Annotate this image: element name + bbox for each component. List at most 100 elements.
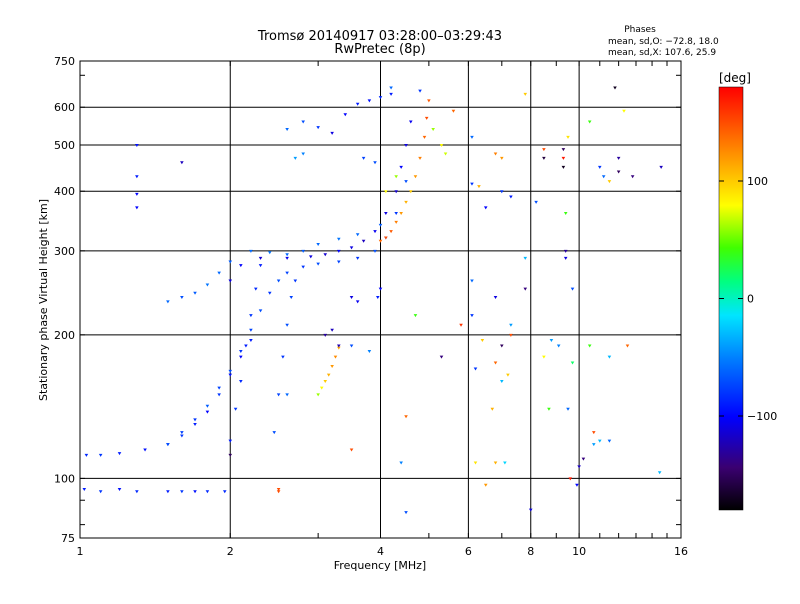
data-point xyxy=(566,407,570,411)
data-point xyxy=(563,256,568,260)
data-point xyxy=(408,120,413,124)
data-point xyxy=(399,461,403,465)
data-point xyxy=(228,279,233,283)
data-point xyxy=(285,271,289,275)
data-point xyxy=(523,256,528,260)
data-point xyxy=(480,339,485,343)
data-point xyxy=(378,96,383,100)
data-point xyxy=(323,380,328,384)
data-point xyxy=(276,490,281,494)
data-point xyxy=(607,439,612,443)
data-point xyxy=(135,175,139,179)
data-point xyxy=(422,135,427,139)
data-point xyxy=(117,488,122,492)
data-point xyxy=(616,156,621,160)
x-tick-label: 10 xyxy=(572,545,586,558)
data-point xyxy=(330,131,334,135)
y-tick-label: 400 xyxy=(54,185,75,198)
data-point xyxy=(166,443,170,447)
data-point xyxy=(389,230,393,234)
data-point xyxy=(316,393,320,397)
data-point xyxy=(285,323,289,327)
data-point xyxy=(82,488,87,492)
data-point xyxy=(337,249,341,253)
data-point xyxy=(285,253,289,257)
data-point xyxy=(330,365,334,369)
data-point xyxy=(470,182,474,186)
data-point xyxy=(394,190,398,194)
data-point xyxy=(373,249,377,253)
data-point xyxy=(577,465,581,469)
data-point xyxy=(293,279,298,283)
data-point xyxy=(616,170,621,174)
data-point xyxy=(500,156,504,160)
data-point xyxy=(378,287,383,291)
data-point xyxy=(473,367,478,371)
data-point xyxy=(228,260,233,264)
data-point xyxy=(349,246,354,250)
data-point xyxy=(561,148,566,152)
x-axis-label: Frequency [MHz] xyxy=(334,559,426,572)
data-point xyxy=(399,165,403,169)
data-point xyxy=(349,448,354,452)
data-point xyxy=(601,175,606,179)
data-point xyxy=(217,393,221,397)
data-point xyxy=(285,393,289,397)
data-point xyxy=(500,380,504,384)
data-point xyxy=(301,265,305,269)
data-point xyxy=(500,190,504,194)
x-tick-label: 8 xyxy=(527,545,534,558)
data-point xyxy=(249,314,253,318)
data-point xyxy=(542,156,546,160)
data-point xyxy=(301,152,305,156)
data-point xyxy=(361,239,366,243)
data-point xyxy=(622,109,626,113)
colorbar-tick-label: 100 xyxy=(747,175,768,188)
data-point xyxy=(193,291,197,295)
data-point xyxy=(389,86,393,90)
data-point xyxy=(587,344,592,348)
colorbar-tick-label: −100 xyxy=(747,410,777,423)
data-point xyxy=(549,339,554,343)
data-point xyxy=(613,86,617,90)
data-point xyxy=(337,346,341,350)
data-point xyxy=(330,328,334,332)
data-point xyxy=(367,99,372,103)
data-point xyxy=(135,192,139,196)
data-point xyxy=(249,339,253,343)
data-point xyxy=(528,508,533,512)
data-point xyxy=(355,256,360,260)
data-point xyxy=(258,256,263,260)
data-point xyxy=(180,161,184,165)
data-point xyxy=(193,418,197,422)
data-point xyxy=(222,490,227,494)
data-point xyxy=(249,249,253,253)
data-point xyxy=(166,300,170,304)
data-point xyxy=(267,251,272,255)
data-point xyxy=(439,143,444,147)
colorbar-label: [deg] xyxy=(719,71,751,85)
data-point xyxy=(404,180,408,184)
data-point xyxy=(166,490,170,494)
data-point xyxy=(483,483,488,487)
colorbar-ticks: 100 0 −100 xyxy=(719,175,777,423)
data-point xyxy=(413,314,418,318)
data-point xyxy=(301,249,305,253)
data-points xyxy=(82,86,663,515)
y-tick-label: 300 xyxy=(54,245,75,258)
data-point xyxy=(597,165,602,169)
data-point xyxy=(459,323,463,327)
data-point xyxy=(657,471,662,475)
data-point xyxy=(439,355,444,359)
data-point xyxy=(394,220,398,224)
colorbar-tick-label: 0 xyxy=(747,293,754,306)
y-tick-label: 600 xyxy=(54,101,75,114)
data-point xyxy=(285,256,289,260)
data-point xyxy=(470,135,474,139)
data-point xyxy=(239,355,243,359)
data-point xyxy=(375,296,380,300)
data-point xyxy=(276,279,281,283)
data-point xyxy=(570,287,575,291)
y-tick-label: 75 xyxy=(61,532,75,545)
